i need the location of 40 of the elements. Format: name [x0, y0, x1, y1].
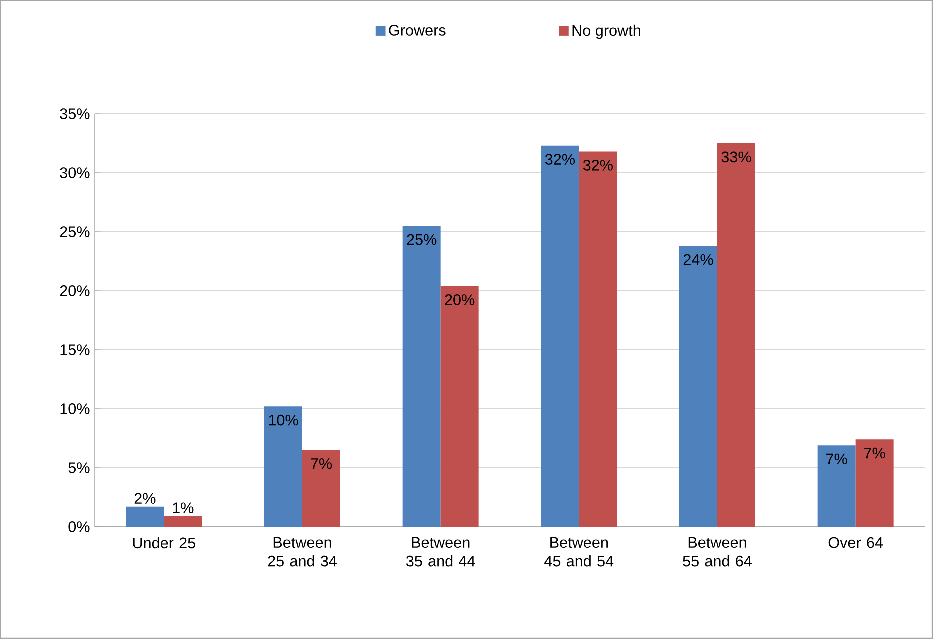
bar	[818, 446, 856, 527]
data-label: 10%	[269, 414, 298, 426]
legend-label: No growth	[572, 24, 640, 40]
data-label: 33%	[722, 152, 752, 163]
legend-label: Growers	[389, 25, 446, 36]
x-tick-label: Between 55 and 64	[683, 537, 752, 567]
bar	[302, 450, 340, 527]
y-tick-label: 15%	[60, 344, 90, 356]
data-label: 20%	[445, 294, 475, 306]
bar	[717, 143, 756, 527]
data-label: 32%	[545, 154, 575, 165]
data-label: 7%	[864, 448, 886, 459]
bar	[541, 146, 580, 527]
y-tick-label: 25%	[60, 226, 90, 238]
x-tick-label: Between 35 and 44	[406, 537, 476, 567]
y-tick-label: 35%	[60, 108, 90, 120]
x-tick-label: Between 25 and 34	[268, 537, 337, 567]
data-label: 2%	[134, 493, 156, 504]
bar	[164, 516, 202, 527]
data-label: 32%	[583, 160, 613, 171]
bar	[126, 506, 164, 527]
data-label: 1%	[173, 502, 194, 514]
x-tick-label: Between 45 and 54	[544, 537, 614, 567]
x-tick-label: Over 64	[828, 537, 884, 548]
bar	[440, 286, 479, 527]
y-tick-label: 10%	[60, 404, 90, 414]
data-label: 7%	[826, 454, 848, 465]
y-tick-label: 30%	[60, 168, 90, 178]
y-tick-label: 20%	[60, 286, 90, 296]
bar	[402, 226, 441, 527]
data-label: 24%	[684, 254, 714, 266]
bar	[264, 406, 302, 527]
y-tick-label: 0%	[68, 522, 90, 532]
data-label: 7%	[311, 458, 332, 470]
x-tick-label: Under 25	[133, 537, 196, 549]
data-label: 25%	[407, 234, 437, 246]
y-tick-label: 5%	[68, 462, 90, 474]
bar	[679, 246, 718, 527]
bar	[579, 152, 618, 527]
bar	[856, 440, 894, 527]
